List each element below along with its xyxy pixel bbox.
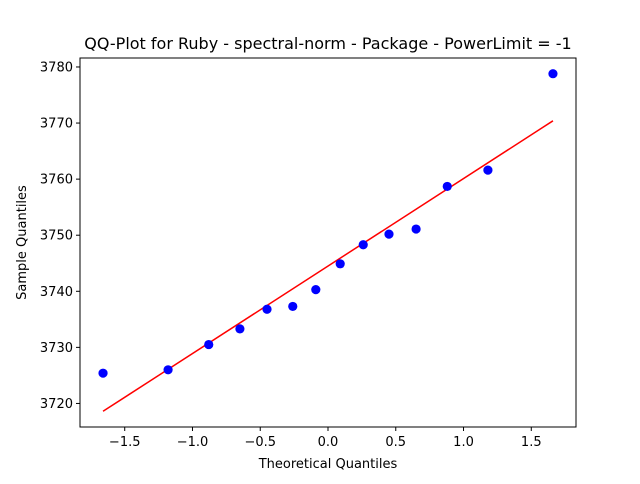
data-point bbox=[262, 304, 272, 314]
data-point bbox=[442, 181, 452, 192]
x-tick-label: 0.0 bbox=[318, 435, 339, 450]
plot-area bbox=[98, 69, 558, 412]
data-point bbox=[384, 229, 394, 239]
x-axis-label: Theoretical Quantiles bbox=[258, 457, 398, 472]
data-point bbox=[335, 259, 345, 269]
chart-title: QQ-Plot for Ruby - spectral-norm - Packa… bbox=[84, 34, 571, 53]
x-tick-label: −1.0 bbox=[177, 435, 209, 450]
y-tick-label: 3760 bbox=[40, 173, 73, 188]
data-point bbox=[358, 240, 368, 250]
data-point bbox=[548, 69, 558, 79]
y-tick-label: 3740 bbox=[40, 285, 73, 300]
y-tick-label: 3770 bbox=[40, 117, 73, 132]
x-tick-label: −1.5 bbox=[109, 435, 141, 450]
x-axis-ticks: −1.5 −1.0 −0.5 0.0 0.5 1.0 1.5 bbox=[109, 427, 542, 450]
y-axis-ticks: 3720 3730 3740 3750 3760 3770 3780 bbox=[40, 60, 80, 412]
data-point bbox=[288, 301, 298, 312]
y-tick-label: 3730 bbox=[40, 341, 73, 356]
x-tick-label: 1.5 bbox=[521, 435, 542, 450]
y-tick-label: 3780 bbox=[40, 60, 73, 75]
x-tick-label: 1.0 bbox=[453, 435, 474, 450]
y-tick-label: 3750 bbox=[40, 229, 73, 244]
fit-line bbox=[102, 120, 554, 412]
data-point bbox=[98, 368, 108, 378]
data-point bbox=[204, 339, 214, 350]
y-axis-label: Sample Quantiles bbox=[15, 185, 30, 300]
data-point bbox=[483, 165, 493, 175]
x-tick-label: −0.5 bbox=[244, 435, 276, 450]
x-tick-label: 0.5 bbox=[385, 435, 406, 450]
data-point bbox=[163, 365, 173, 375]
data-point bbox=[411, 224, 421, 234]
y-tick-label: 3720 bbox=[40, 397, 73, 412]
data-point bbox=[311, 285, 321, 295]
data-point bbox=[235, 324, 245, 334]
axes-frame bbox=[79, 57, 577, 428]
